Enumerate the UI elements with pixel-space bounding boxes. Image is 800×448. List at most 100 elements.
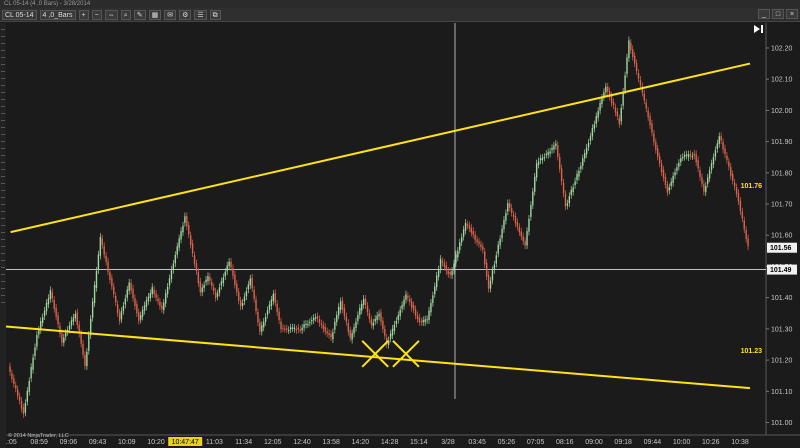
zoom-out-button[interactable]: − — [91, 9, 102, 20]
candle-body — [180, 231, 182, 240]
time-tick-label: 09:43 — [89, 439, 107, 446]
chart-toolbar: CL 05-14 4 ,0_Bars + − ⇔ ⌕ ✎ ▦ ✉ ⚙ ☰ ⧉ — [0, 8, 800, 22]
candle-body — [505, 213, 507, 221]
candle-body — [301, 327, 303, 331]
candle-body — [630, 42, 632, 51]
candle-body — [343, 307, 346, 317]
candle-body — [532, 191, 534, 206]
candle-body — [15, 385, 17, 389]
minimize-button[interactable]: _ — [758, 9, 770, 19]
candle-body — [541, 157, 544, 161]
candle-body — [568, 196, 571, 204]
gear-icon[interactable]: ⚙ — [179, 9, 192, 20]
search-icon[interactable]: ⌕ — [120, 9, 131, 20]
price-tick-label: 102.00 — [771, 108, 793, 115]
price-tick-label: 101.00 — [771, 420, 793, 427]
price-tick-label: 101.20 — [771, 358, 793, 365]
copyright-text: © 2014 NinjaTrader, LLC — [8, 433, 69, 439]
grid-icon[interactable]: ▦ — [148, 9, 162, 20]
zoom-in-button[interactable]: + — [78, 9, 89, 20]
interval-selector[interactable]: 4 ,0_Bars — [39, 9, 76, 20]
time-tick-label: 10:09 — [118, 439, 136, 446]
candle-body — [118, 312, 121, 322]
candle-body — [710, 163, 713, 170]
candle-body — [530, 205, 532, 217]
candle-body — [213, 287, 215, 291]
candle-body — [86, 351, 88, 367]
mail-icon[interactable]: ✉ — [164, 9, 177, 20]
candle-body — [88, 334, 90, 351]
candle-body — [655, 142, 657, 150]
candle-body — [226, 265, 228, 272]
candle-body — [436, 275, 438, 288]
candle-body — [53, 299, 55, 309]
candle-body — [9, 366, 11, 372]
candle-body — [264, 317, 267, 322]
time-cursor-label-bg — [168, 437, 203, 446]
candle-body — [115, 296, 117, 303]
candle-body — [534, 176, 536, 192]
candle-body — [95, 270, 98, 288]
maximize-button[interactable]: □ — [772, 9, 784, 19]
strip-tick — [1, 50, 5, 51]
candle-body — [82, 343, 84, 355]
candle-body — [36, 334, 38, 347]
candle-body — [263, 321, 265, 328]
candle-body — [728, 161, 730, 167]
candle-body — [322, 324, 324, 329]
candle-body — [109, 272, 111, 281]
candle-body — [195, 263, 198, 272]
draw-tool-icon[interactable]: ✎ — [133, 9, 146, 20]
scroll-forward-icon[interactable] — [754, 25, 763, 33]
candle-body — [428, 310, 430, 320]
candle-body — [464, 222, 467, 231]
candle-body — [570, 189, 572, 196]
candle-body — [737, 193, 740, 202]
candle-body — [584, 153, 586, 159]
candle-body — [422, 320, 424, 323]
scale-button[interactable]: ⇔ — [104, 9, 118, 20]
candle-body — [674, 172, 676, 176]
window-icon[interactable]: ⧉ — [209, 9, 221, 20]
candle-body — [276, 303, 278, 313]
candle-body — [653, 133, 655, 143]
candle-body — [645, 102, 647, 109]
candle-body — [564, 193, 567, 207]
candle-body — [55, 307, 57, 317]
candle-body — [384, 329, 386, 336]
candle-body — [462, 229, 465, 237]
candle-body — [689, 153, 692, 156]
strip-tick — [1, 246, 5, 247]
menu-icon[interactable]: ☰ — [194, 9, 207, 20]
window-title: CL 05-14 (4 ,0 Bars) - 3/28/2014 — [4, 1, 91, 7]
candle-body — [65, 332, 67, 337]
candle-body — [70, 320, 73, 326]
candle-body — [387, 340, 390, 345]
candle-body — [691, 156, 694, 158]
strip-tick — [1, 127, 5, 128]
candle-body — [84, 354, 86, 366]
candle-body — [111, 278, 113, 287]
instrument-selector[interactable]: CL 05-14 — [2, 9, 37, 20]
candle-body — [24, 403, 27, 413]
strip-tick — [1, 85, 5, 86]
candle-body — [626, 57, 628, 74]
price-chart[interactable]: 102.20 102.10 102.00 101.90 101.80 101.70 101.… — [6, 23, 800, 448]
candle-body — [380, 312, 382, 322]
candle-body — [128, 282, 130, 291]
candle-body — [205, 279, 207, 283]
candle-body — [560, 168, 563, 182]
candle-body — [193, 255, 196, 264]
candle-body — [716, 143, 719, 150]
close-button[interactable]: × — [786, 9, 798, 19]
candle-body — [270, 299, 273, 306]
candle-body — [149, 293, 152, 298]
candle-body — [284, 328, 286, 330]
candle-body — [578, 170, 580, 177]
window-title-bar: CL 05-14 (4 ,0 Bars) - 3/28/2014 — [0, 0, 800, 8]
candle-body — [63, 337, 65, 343]
candle-body — [599, 102, 601, 111]
candle-body — [374, 318, 376, 322]
candle-body — [453, 263, 455, 271]
candle-body — [643, 93, 645, 101]
